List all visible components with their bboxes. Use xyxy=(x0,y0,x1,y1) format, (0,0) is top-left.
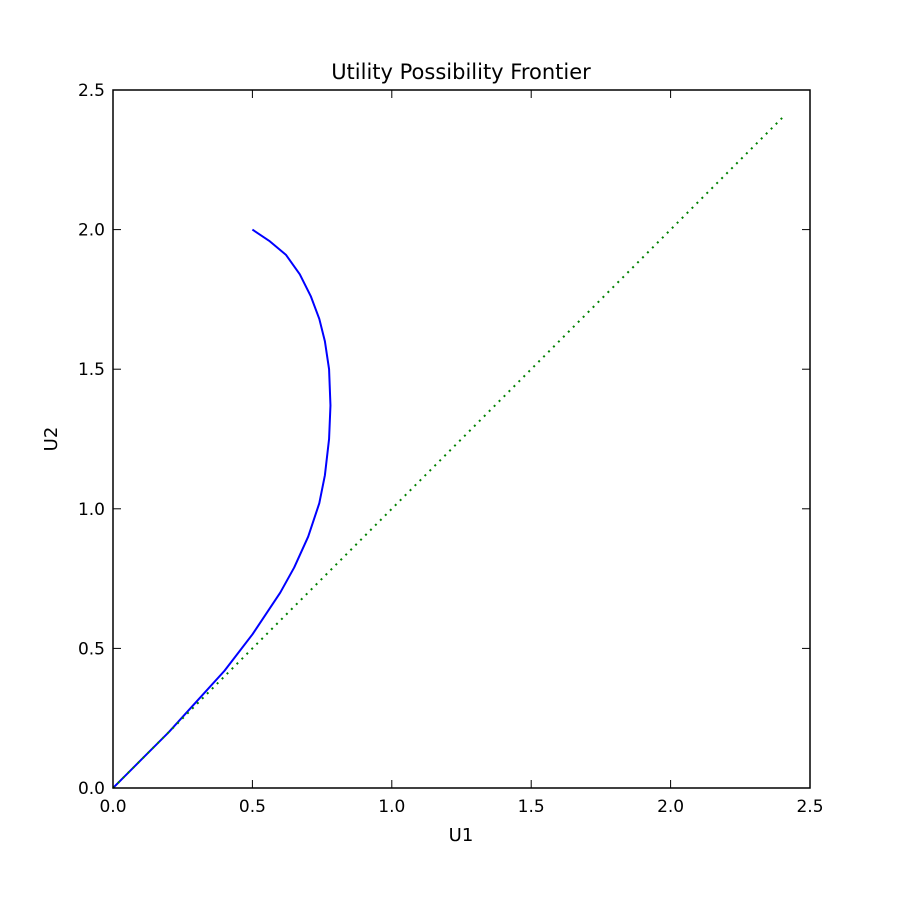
series-line-solid xyxy=(112,228,332,789)
series-layer xyxy=(112,117,783,789)
chart-title: Utility Possibility Frontier xyxy=(331,60,591,84)
x-tick-label: 2.5 xyxy=(796,797,823,817)
x-axis-label: U1 xyxy=(449,825,474,846)
plot-frame xyxy=(112,89,811,789)
ticks-layer xyxy=(112,89,811,789)
x-tick-label: 0.0 xyxy=(99,797,126,817)
y-tick-label: 1.0 xyxy=(78,500,105,520)
x-tick-label: 2.0 xyxy=(657,797,684,817)
x-tick-label: 0.5 xyxy=(239,797,266,817)
y-tick-label: 2.5 xyxy=(78,81,105,101)
labels-layer: 0.0 0.5 1.0 1.5 2.0 2.5 0.0 0.5 1.0 1.5 2.0 2.5 xyxy=(78,81,824,817)
y-tick-label: 0.0 xyxy=(78,779,105,799)
y-tick-label: 0.5 xyxy=(78,639,105,659)
x-tick-label: 1.0 xyxy=(378,797,405,817)
y-tick-label: 2.0 xyxy=(78,221,105,241)
y-axis-label: U2 xyxy=(41,427,62,452)
y-tick-label: 1.5 xyxy=(78,360,105,380)
series-line-dotted xyxy=(112,117,783,789)
x-tick-label: 1.5 xyxy=(518,797,545,817)
